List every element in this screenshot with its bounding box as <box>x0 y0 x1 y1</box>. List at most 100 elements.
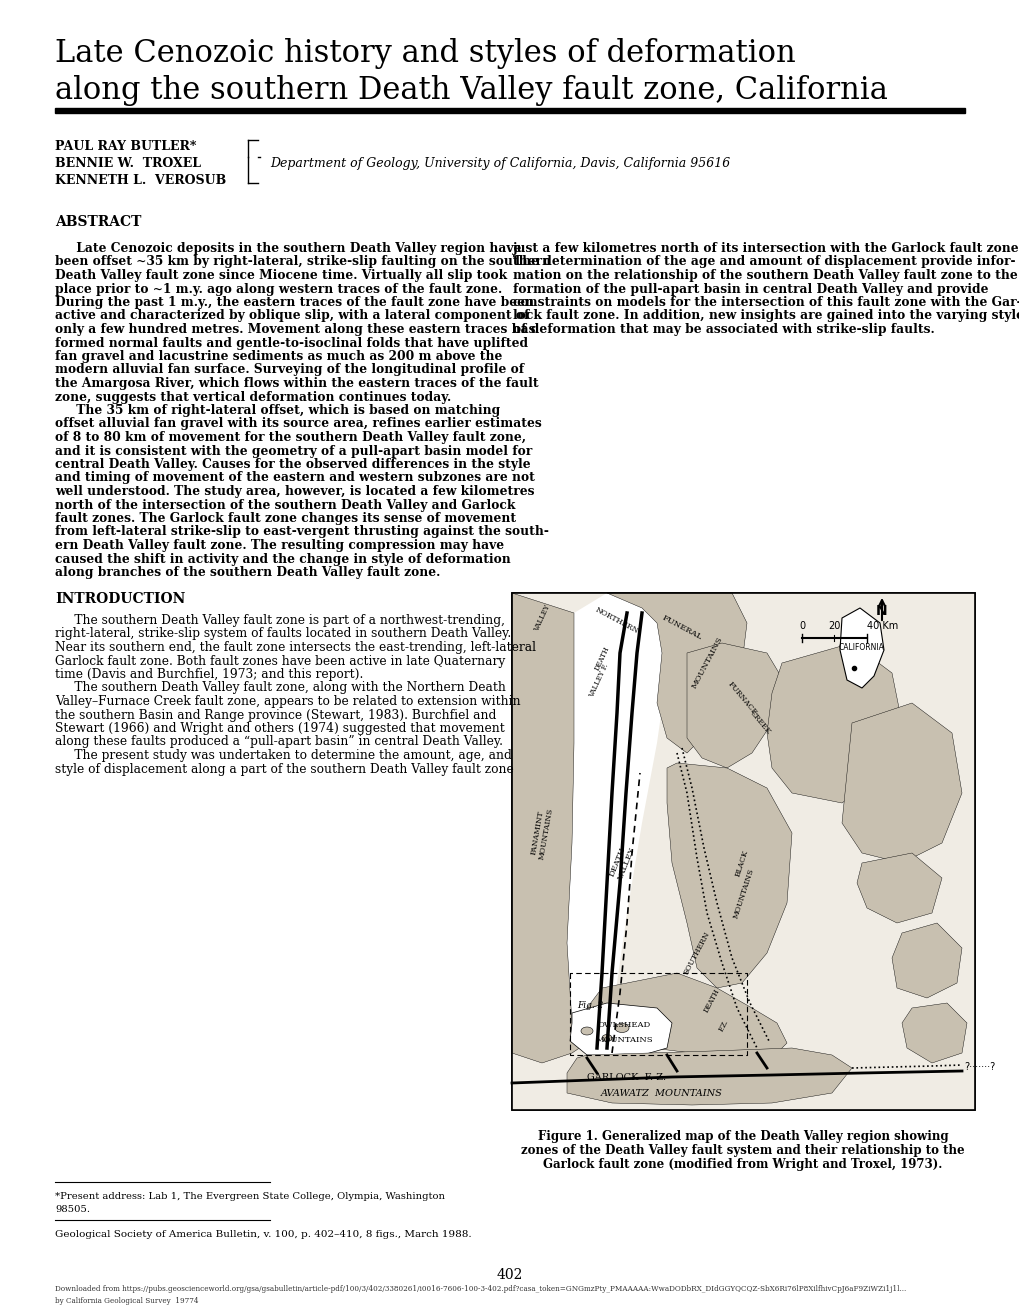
Text: SOUTHERN: SOUTHERN <box>682 930 711 976</box>
Text: N: N <box>875 604 887 617</box>
Bar <box>55 109 964 112</box>
Text: formation of the pull-apart basin in central Death Valley and provide: formation of the pull-apart basin in cen… <box>513 283 987 296</box>
Text: been offset ~35 km by right-lateral, strike-slip faulting on the southern: been offset ~35 km by right-lateral, str… <box>55 255 550 268</box>
Text: During the past 1 m.y., the eastern traces of the fault zone have been: During the past 1 m.y., the eastern trac… <box>55 296 534 309</box>
Text: from left-lateral strike-slip to east-vergent thrusting against the south-: from left-lateral strike-slip to east-ve… <box>55 526 548 539</box>
Text: 402: 402 <box>496 1267 523 1282</box>
Polygon shape <box>766 644 901 803</box>
Text: The determination of the age and amount of displacement provide infor-: The determination of the age and amount … <box>513 255 1015 268</box>
Text: FURNACE: FURNACE <box>726 680 757 717</box>
Text: north of the intersection of the southern Death Valley and Garlock: north of the intersection of the souther… <box>55 498 515 511</box>
Text: MOUNTAINS: MOUNTAINS <box>689 636 723 691</box>
Text: lock fault zone. In addition, new insights are gained into the varying styles: lock fault zone. In addition, new insigh… <box>513 310 1019 323</box>
Text: of deformation that may be associated with strike-slip faults.: of deformation that may be associated wi… <box>513 323 933 336</box>
Text: central Death Valley. Causes for the observed differences in the style: central Death Valley. Causes for the obs… <box>55 458 530 471</box>
Text: BENNIE W.  TROXEL: BENNIE W. TROXEL <box>55 157 201 170</box>
Text: fan gravel and lacustrine sediments as much as 200 m above the: fan gravel and lacustrine sediments as m… <box>55 351 502 364</box>
Text: Late Cenozoic history and styles of deformation: Late Cenozoic history and styles of defo… <box>55 38 795 69</box>
Text: and timing of movement of the eastern and western subzones are not: and timing of movement of the eastern an… <box>55 471 534 484</box>
Text: style of displacement along a part of the southern Death Valley fault zone: style of displacement along a part of th… <box>55 763 514 776</box>
Text: 20: 20 <box>827 621 840 630</box>
Text: 40 Km: 40 Km <box>866 621 898 630</box>
Text: The southern Death Valley fault zone, along with the Northern Death: The southern Death Valley fault zone, al… <box>55 681 505 695</box>
Text: along branches of the southern Death Valley fault zone.: along branches of the southern Death Val… <box>55 566 440 579</box>
Text: KENNETH L.  VEROSUB: KENNETH L. VEROSUB <box>55 174 226 187</box>
Text: along the southern Death Valley fault zone, California: along the southern Death Valley fault zo… <box>55 75 887 106</box>
Bar <box>512 593 974 1110</box>
Text: formed normal faults and gentle-to-isoclinal folds that have uplifted: formed normal faults and gentle-to-isocl… <box>55 336 528 349</box>
Polygon shape <box>567 593 677 1042</box>
Text: INTRODUCTION: INTRODUCTION <box>55 593 185 606</box>
Text: of 8 to 80 km of movement for the southern Death Valley fault zone,: of 8 to 80 km of movement for the southe… <box>55 432 526 443</box>
Text: AVAWATZ  MOUNTAINS: AVAWATZ MOUNTAINS <box>600 1088 722 1097</box>
Text: DEATH: DEATH <box>592 645 610 671</box>
Ellipse shape <box>614 1023 629 1032</box>
Text: PAUL RAY BUTLER*: PAUL RAY BUTLER* <box>55 140 197 153</box>
Text: Valley–Furnace Creek fault zone, appears to be related to extension within: Valley–Furnace Creek fault zone, appears… <box>55 695 520 708</box>
Polygon shape <box>840 608 883 688</box>
Text: DEATH: DEATH <box>702 988 720 1014</box>
Text: by California Geological Survey  19774: by California Geological Survey 19774 <box>55 1298 199 1305</box>
Text: DEATH
VALLEY: DEATH VALLEY <box>607 844 636 882</box>
Text: PANAMINT
MOUNTAINS: PANAMINT MOUNTAINS <box>529 806 554 861</box>
Text: time (Davis and Burchfiel, 1973; and this report).: time (Davis and Burchfiel, 1973; and thi… <box>55 668 363 681</box>
Text: F.Z.: F.Z. <box>716 1018 730 1032</box>
Text: constraints on models for the intersection of this fault zone with the Gar-: constraints on models for the intersecti… <box>513 296 1019 309</box>
Text: active and characterized by oblique slip, with a lateral component of: active and characterized by oblique slip… <box>55 310 529 323</box>
Text: fault zones. The Garlock fault zone changes its sense of movement: fault zones. The Garlock fault zone chan… <box>55 511 516 525</box>
Text: Garlock fault zone. Both fault zones have been active in late Quaternary: Garlock fault zone. Both fault zones hav… <box>55 654 504 667</box>
Text: MOUNTAINS: MOUNTAINS <box>732 867 755 920</box>
Text: place prior to ~1 m.y. ago along western traces of the fault zone.: place prior to ~1 m.y. ago along western… <box>55 283 501 296</box>
Text: ?·······?: ?·······? <box>963 1062 995 1073</box>
Text: Fig. 2: Fig. 2 <box>577 1001 603 1010</box>
Text: just a few kilometres north of its intersection with the Garlock fault zone.: just a few kilometres north of its inter… <box>513 242 1019 255</box>
Text: *Present address: Lab 1, The Evergreen State College, Olympia, Washington: *Present address: Lab 1, The Evergreen S… <box>55 1192 444 1201</box>
Text: only a few hundred metres. Movement along these eastern traces has: only a few hundred metres. Movement alon… <box>55 323 535 336</box>
Text: VALLEY F.: VALLEY F. <box>587 663 609 700</box>
Text: the Amargosa River, which flows within the eastern traces of the fault: the Amargosa River, which flows within t… <box>55 377 538 390</box>
Bar <box>512 593 974 1110</box>
Text: Geological Society of America Bulletin, v. 100, p. 402–410, 8 figs., March 1988.: Geological Society of America Bulletin, … <box>55 1230 471 1239</box>
Text: right-lateral, strike-slip system of faults located in southern Death Valley.: right-lateral, strike-slip system of fau… <box>55 628 511 641</box>
Polygon shape <box>901 1003 966 1063</box>
Text: Late Cenozoic deposits in the southern Death Valley region have: Late Cenozoic deposits in the southern D… <box>55 242 521 255</box>
Text: and it is consistent with the geometry of a pull-apart basin model for: and it is consistent with the geometry o… <box>55 445 532 458</box>
Polygon shape <box>666 763 791 988</box>
Text: zone, suggests that vertical deformation continues today.: zone, suggests that vertical deformation… <box>55 391 450 403</box>
Text: ern Death Valley fault zone. The resulting compression may have: ern Death Valley fault zone. The resulti… <box>55 539 503 552</box>
Text: zones of the Death Valley fault system and their relationship to the: zones of the Death Valley fault system a… <box>521 1144 964 1158</box>
Text: ABSTRACT: ABSTRACT <box>55 215 142 229</box>
Polygon shape <box>892 923 961 998</box>
Text: BLACK: BLACK <box>734 849 749 878</box>
Polygon shape <box>512 593 586 1063</box>
Text: CALIFORNIA: CALIFORNIA <box>839 644 884 653</box>
Text: MOUNTAINS: MOUNTAINS <box>595 1036 652 1044</box>
Polygon shape <box>856 853 942 923</box>
Bar <box>512 593 974 1110</box>
Polygon shape <box>567 1048 851 1105</box>
Text: Garlock fault zone (modified from Wright and Troxel, 1973).: Garlock fault zone (modified from Wright… <box>543 1158 942 1171</box>
Text: 98505.: 98505. <box>55 1205 90 1214</box>
Text: offset alluvial fan gravel with its source area, refines earlier estimates: offset alluvial fan gravel with its sour… <box>55 417 541 430</box>
Polygon shape <box>606 593 746 753</box>
Text: caused the shift in activity and the change in style of deformation: caused the shift in activity and the cha… <box>55 552 511 565</box>
Text: Death Valley fault zone since Miocene time. Virtually all slip took: Death Valley fault zone since Miocene ti… <box>55 269 506 283</box>
Text: Department of Geology, University of California, Davis, California 95616: Department of Geology, University of Cal… <box>270 157 730 170</box>
Text: Figure 1. Generalized map of the Death Valley region showing: Figure 1. Generalized map of the Death V… <box>537 1130 948 1143</box>
Text: The present study was undertaken to determine the amount, age, and: The present study was undertaken to dete… <box>55 749 512 763</box>
Polygon shape <box>586 973 787 1058</box>
Text: The 35 km of right-lateral offset, which is based on matching: The 35 km of right-lateral offset, which… <box>55 404 499 417</box>
Polygon shape <box>841 702 961 863</box>
Text: Stewart (1966) and Wright and others (1974) suggested that movement: Stewart (1966) and Wright and others (19… <box>55 722 504 735</box>
Text: The southern Death Valley fault zone is part of a northwest-trending,: The southern Death Valley fault zone is … <box>55 613 504 627</box>
Text: CREEK: CREEK <box>747 710 771 736</box>
Text: Near its southern end, the fault zone intersects the east-trending, left-lateral: Near its southern end, the fault zone in… <box>55 641 535 654</box>
Text: mation on the relationship of the southern Death Valley fault zone to the: mation on the relationship of the southe… <box>513 269 1017 283</box>
Text: Downloaded from https://pubs.geoscienceworld.org/gsa/gsabulletin/article-pdf/100: Downloaded from https://pubs.geosciencew… <box>55 1284 905 1294</box>
Ellipse shape <box>581 1027 592 1035</box>
Text: VALLEY: VALLEY <box>532 603 551 633</box>
Ellipse shape <box>601 1035 611 1041</box>
Text: 0: 0 <box>798 621 804 630</box>
Text: modern alluvial fan surface. Surveying of the longitudinal profile of: modern alluvial fan surface. Surveying o… <box>55 364 524 377</box>
Polygon shape <box>687 644 782 768</box>
